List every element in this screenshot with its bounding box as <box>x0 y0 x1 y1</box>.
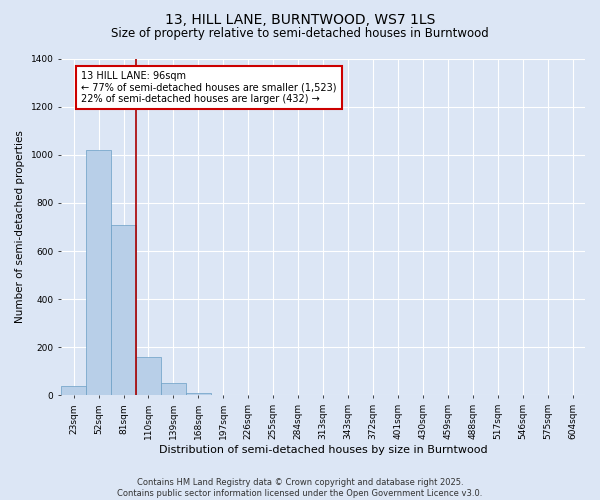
Bar <box>111 224 136 396</box>
Bar <box>61 386 86 396</box>
Text: 13 HILL LANE: 96sqm
← 77% of semi-detached houses are smaller (1,523)
22% of sem: 13 HILL LANE: 96sqm ← 77% of semi-detach… <box>81 70 337 104</box>
Bar <box>161 384 186 396</box>
Text: Size of property relative to semi-detached houses in Burntwood: Size of property relative to semi-detach… <box>111 28 489 40</box>
Text: Contains HM Land Registry data © Crown copyright and database right 2025.
Contai: Contains HM Land Registry data © Crown c… <box>118 478 482 498</box>
Bar <box>186 393 211 396</box>
X-axis label: Distribution of semi-detached houses by size in Burntwood: Distribution of semi-detached houses by … <box>159 445 487 455</box>
Bar <box>136 357 161 396</box>
Text: 13, HILL LANE, BURNTWOOD, WS7 1LS: 13, HILL LANE, BURNTWOOD, WS7 1LS <box>165 12 435 26</box>
Bar <box>86 150 111 396</box>
Y-axis label: Number of semi-detached properties: Number of semi-detached properties <box>15 130 25 324</box>
